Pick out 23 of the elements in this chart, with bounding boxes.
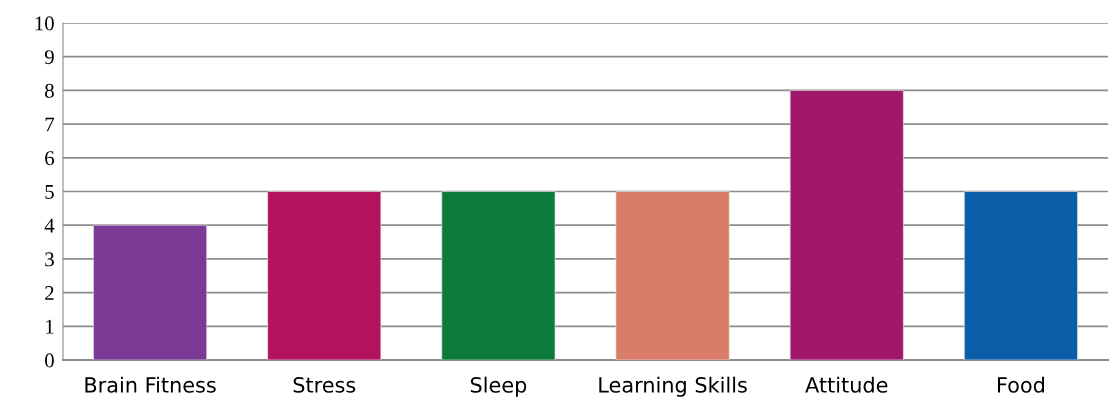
bar [93, 224, 208, 360]
x-tick-label: Sleep [470, 376, 527, 397]
x-tick-label: Food [997, 376, 1044, 393]
y-tick-label: 6 [45, 151, 55, 166]
bar [789, 90, 904, 360]
y-tick-label: 10 [35, 16, 54, 31]
bar [963, 191, 1078, 360]
x-tick-label: Stress [293, 377, 356, 393]
y-tick-label: 2 [45, 286, 54, 300]
y-tick-label: 8 [45, 83, 54, 98]
bar [441, 191, 556, 360]
x-tick-label: Attitude [805, 376, 888, 393]
bar [267, 191, 382, 360]
y-tick-label: 1 [46, 319, 54, 334]
x-tick-label: Brain Fitness [85, 376, 216, 393]
y-tick-label: 7 [45, 117, 55, 132]
y-tick-label: 4 [44, 218, 55, 233]
y-tick-label: 9 [44, 50, 54, 65]
y-tick-label: 3 [45, 252, 54, 267]
x-tick-label: Learning Skills [599, 376, 747, 397]
y-tick-label: 0 [45, 353, 54, 368]
bar [615, 191, 730, 360]
y-tick-label: 5 [45, 185, 54, 199]
